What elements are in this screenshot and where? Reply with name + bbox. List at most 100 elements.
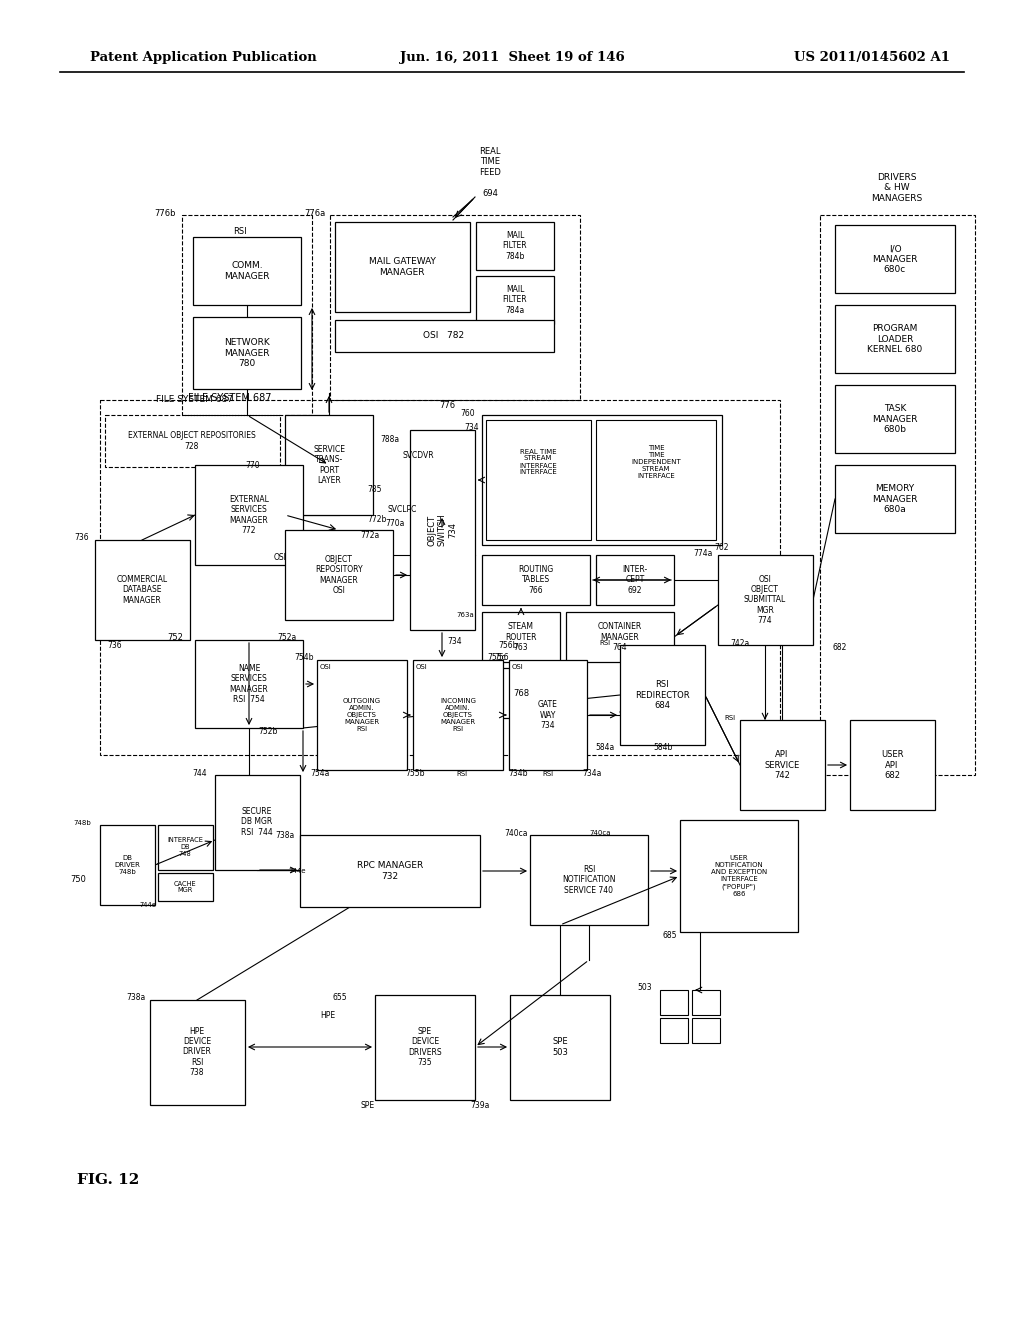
- Bar: [105, 414, 280, 467]
- Text: SERVICE
TRANS-
PORT
LAYER: SERVICE TRANS- PORT LAYER: [313, 445, 345, 486]
- Text: COMM.
MANAGER: COMM. MANAGER: [224, 261, 269, 281]
- Text: 772b: 772b: [368, 516, 387, 524]
- Text: SPE: SPE: [360, 1101, 375, 1110]
- Text: MAIL
FILTER
784b: MAIL FILTER 784b: [503, 231, 527, 261]
- Text: RSI
NOTIFICATION
SERVICE 740: RSI NOTIFICATION SERVICE 740: [562, 865, 615, 895]
- Text: 734: 734: [447, 638, 462, 647]
- Bar: [335, 319, 554, 352]
- Text: 756b: 756b: [499, 640, 518, 649]
- Text: 744e: 744e: [139, 902, 157, 908]
- Text: 755c: 755c: [487, 653, 507, 663]
- Text: USER
API
682: USER API 682: [881, 750, 903, 780]
- Text: 734: 734: [465, 424, 479, 433]
- Bar: [486, 420, 591, 540]
- Text: 772a: 772a: [360, 531, 380, 540]
- Bar: [596, 554, 674, 605]
- Text: SVCDVR: SVCDVR: [402, 450, 434, 459]
- Text: OBJECT
SWITCH
734: OBJECT SWITCH 734: [427, 513, 457, 546]
- Text: OSI: OSI: [273, 553, 287, 562]
- Text: EXTERNAL OBJECT REPOSITORIES
728: EXTERNAL OBJECT REPOSITORIES 728: [128, 432, 256, 450]
- Text: 584a: 584a: [595, 743, 614, 752]
- Bar: [835, 224, 955, 293]
- Bar: [158, 825, 213, 870]
- Text: NAME
SERVICES
MANAGER
RSI  754: NAME SERVICES MANAGER RSI 754: [229, 664, 268, 704]
- Bar: [150, 1001, 245, 1105]
- Text: INCOMING
ADMIN.
OBJECTS
MANAGER
RSI: INCOMING ADMIN. OBJECTS MANAGER RSI: [440, 698, 476, 733]
- Text: USER
NOTIFICATION
AND EXCEPTION
INTERFACE
("POPUP")
686: USER NOTIFICATION AND EXCEPTION INTERFAC…: [711, 855, 767, 896]
- Bar: [375, 995, 475, 1100]
- Bar: [413, 660, 503, 770]
- Bar: [330, 215, 580, 400]
- Bar: [482, 612, 560, 663]
- Text: CACHE
MGR: CACHE MGR: [174, 880, 197, 894]
- Text: 740ca: 740ca: [504, 829, 527, 837]
- Text: HPE
DEVICE
DRIVER
RSI
738: HPE DEVICE DRIVER RSI 738: [182, 1027, 211, 1077]
- Text: PROGRAM
LOADER
KERNEL 680: PROGRAM LOADER KERNEL 680: [867, 325, 923, 354]
- Bar: [835, 385, 955, 453]
- Text: 754a: 754a: [310, 770, 330, 779]
- Text: 734b: 734b: [508, 770, 527, 779]
- Bar: [660, 990, 688, 1015]
- Text: RSI: RSI: [599, 640, 610, 645]
- Bar: [193, 317, 301, 389]
- Bar: [285, 531, 393, 620]
- Text: 755b: 755b: [406, 770, 425, 779]
- Text: OSI   782: OSI 782: [424, 331, 465, 341]
- Text: 754b: 754b: [294, 653, 313, 663]
- Text: EXTERNAL
SERVICES
MANAGER
772: EXTERNAL SERVICES MANAGER 772: [229, 495, 269, 535]
- Bar: [820, 215, 975, 775]
- Bar: [476, 276, 554, 323]
- Bar: [620, 645, 705, 744]
- Text: SECURE
DB MGR
RSI  744: SECURE DB MGR RSI 744: [241, 807, 272, 837]
- Bar: [285, 414, 373, 515]
- Text: RSI: RSI: [233, 227, 247, 235]
- Text: DRIVERS
& HW
MANAGERS: DRIVERS & HW MANAGERS: [871, 173, 923, 203]
- Bar: [660, 1018, 688, 1043]
- Text: 744: 744: [193, 768, 207, 777]
- Text: SPE
503: SPE 503: [552, 1038, 568, 1057]
- Bar: [482, 668, 560, 718]
- Text: RSI: RSI: [457, 771, 468, 777]
- Text: 584b: 584b: [653, 743, 673, 752]
- Text: 738a: 738a: [126, 994, 145, 1002]
- Text: 770: 770: [246, 461, 260, 470]
- Text: 770a: 770a: [385, 519, 404, 528]
- Text: 763a: 763a: [456, 612, 474, 618]
- Bar: [509, 660, 587, 770]
- Text: 760: 760: [461, 408, 475, 417]
- Text: 744e: 744e: [288, 869, 306, 874]
- Text: 762: 762: [715, 544, 729, 553]
- Text: FIG. 12: FIG. 12: [77, 1173, 139, 1187]
- Text: 739a: 739a: [470, 1101, 489, 1110]
- Bar: [740, 719, 825, 810]
- Text: MAIL GATEWAY
MANAGER: MAIL GATEWAY MANAGER: [369, 257, 435, 277]
- Text: INTER-
CEPT
692: INTER- CEPT 692: [623, 565, 647, 595]
- Text: RSI: RSI: [543, 771, 554, 777]
- Text: 788a: 788a: [381, 436, 399, 445]
- Text: 752: 752: [167, 634, 183, 643]
- Text: REAL
TIME
FEED: REAL TIME FEED: [479, 147, 501, 177]
- Text: OSI: OSI: [321, 664, 332, 671]
- Text: 738a: 738a: [275, 830, 295, 840]
- Text: 756: 756: [495, 653, 509, 663]
- Bar: [100, 825, 155, 906]
- Text: NETWORK
MANAGER
780: NETWORK MANAGER 780: [224, 338, 270, 368]
- Bar: [566, 612, 674, 663]
- Text: STEAM
ROUTER
763: STEAM ROUTER 763: [505, 622, 537, 652]
- Text: OSI: OSI: [416, 664, 428, 671]
- Text: 655: 655: [333, 994, 347, 1002]
- Bar: [100, 400, 780, 755]
- Bar: [835, 465, 955, 533]
- Text: 752a: 752a: [278, 634, 297, 643]
- Text: 740ca: 740ca: [589, 830, 610, 836]
- Text: MEMORY
MANAGER
680a: MEMORY MANAGER 680a: [872, 484, 918, 513]
- Bar: [193, 238, 301, 305]
- Bar: [195, 465, 303, 565]
- Text: 682: 682: [833, 644, 847, 652]
- Text: 736: 736: [108, 640, 122, 649]
- Bar: [215, 775, 300, 870]
- Text: TASK
MANAGER
680b: TASK MANAGER 680b: [872, 404, 918, 434]
- Bar: [510, 995, 610, 1100]
- Text: Jun. 16, 2011  Sheet 19 of 146: Jun. 16, 2011 Sheet 19 of 146: [399, 51, 625, 65]
- Bar: [410, 430, 475, 630]
